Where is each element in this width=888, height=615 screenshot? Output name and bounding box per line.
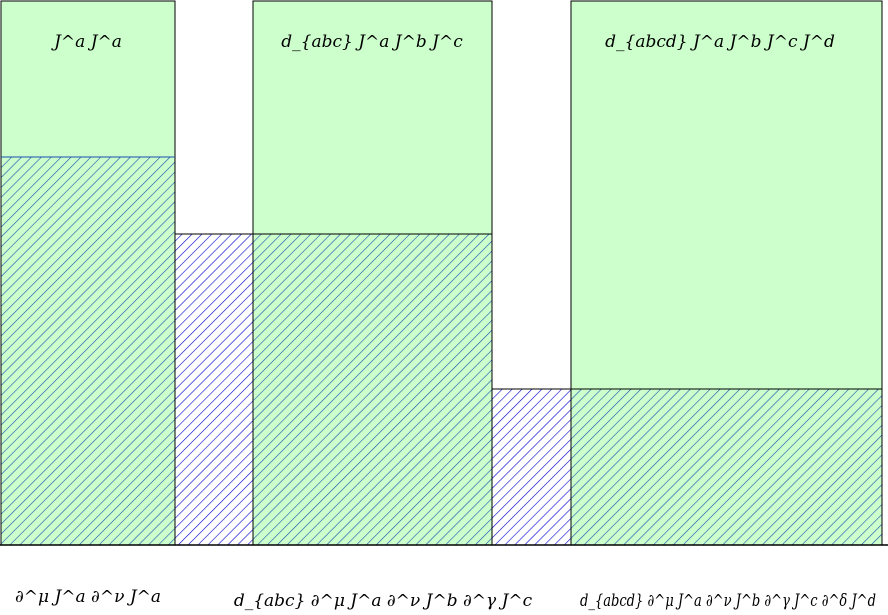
- column-2-hatched-region: [252, 233, 493, 546]
- bottom-label-1: ∂^μ J^a ∂^ν J^a: [15, 587, 161, 607]
- column-3: [570, 0, 883, 546]
- column-2: [252, 0, 493, 546]
- column-1-hatched-region: [0, 156, 176, 546]
- top-label-1: J^a J^a: [51, 32, 122, 52]
- top-label-3: d_{abcd} J^a J^b J^c J^d: [605, 32, 835, 52]
- column-1-green-region: [0, 0, 176, 158]
- bottom-label-2: d_{abc} ∂^μ J^a ∂^ν J^b ∂^γ J^c: [234, 591, 533, 611]
- column-1: [0, 0, 176, 546]
- column-3-green-region: [570, 0, 883, 390]
- top-label-2: d_{abc} J^a J^b J^c: [281, 32, 463, 52]
- bottom-label-3: d_{abcd} ∂^μ J^a ∂^ν J^b ∂^γ J^c ∂^δ J^d: [580, 591, 876, 611]
- column-2-green-region: [252, 0, 493, 235]
- column-3-hatched-region: [570, 388, 883, 546]
